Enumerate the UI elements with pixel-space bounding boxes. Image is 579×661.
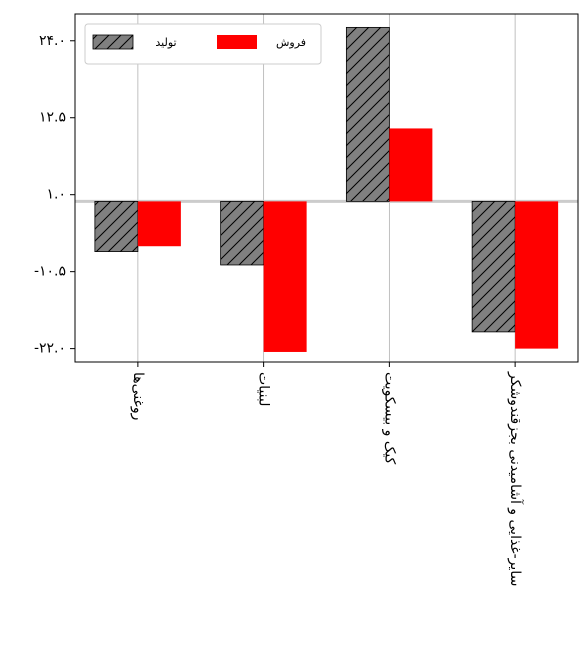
bar-sales (137, 201, 181, 247)
bars (94, 26, 559, 352)
plot-frame (74, 13, 579, 363)
grid-lines (137, 14, 516, 362)
legend: تولید فروش (84, 23, 322, 65)
bar-production (345, 26, 390, 202)
legend-swatch-production (92, 34, 134, 50)
x-tick-label: کیک و بیسکویت (381, 372, 397, 465)
legend-swatch-sales (217, 35, 257, 49)
bar-sales (389, 128, 433, 202)
x-tick-label: لبنیات (256, 372, 272, 406)
x-tick-label: سایر-غذایی و آشامیدنی بجزقندوشکر (507, 371, 524, 586)
bar-production (220, 200, 265, 266)
y-tick-label: ۱.۰ (47, 187, 67, 203)
legend-label-sales: فروش (276, 36, 306, 49)
x-axis: روغنی‌ها لبنیات کیک و بیسکویت سایر-غذایی و … (130, 362, 524, 586)
y-axis: ۲۴.۰ ۱۲.۵ ۱.۰ -۱۰.۵ -۲۲.۰ (34, 33, 75, 357)
x-tick-label: روغنی‌ها (130, 372, 146, 420)
y-tick-label: ۱۲.۵ (39, 110, 66, 126)
legend-label-production: تولید (155, 36, 176, 49)
bar-production (94, 200, 139, 252)
bar-production (471, 200, 516, 333)
bar-sales (515, 201, 559, 349)
bar-sales (263, 201, 307, 352)
legend-box (84, 23, 322, 65)
y-tick-label: -۱۰.۵ (34, 264, 66, 280)
y-tick-label: ۲۴.۰ (39, 33, 66, 49)
y-tick-label: -۲۲.۰ (34, 341, 66, 357)
